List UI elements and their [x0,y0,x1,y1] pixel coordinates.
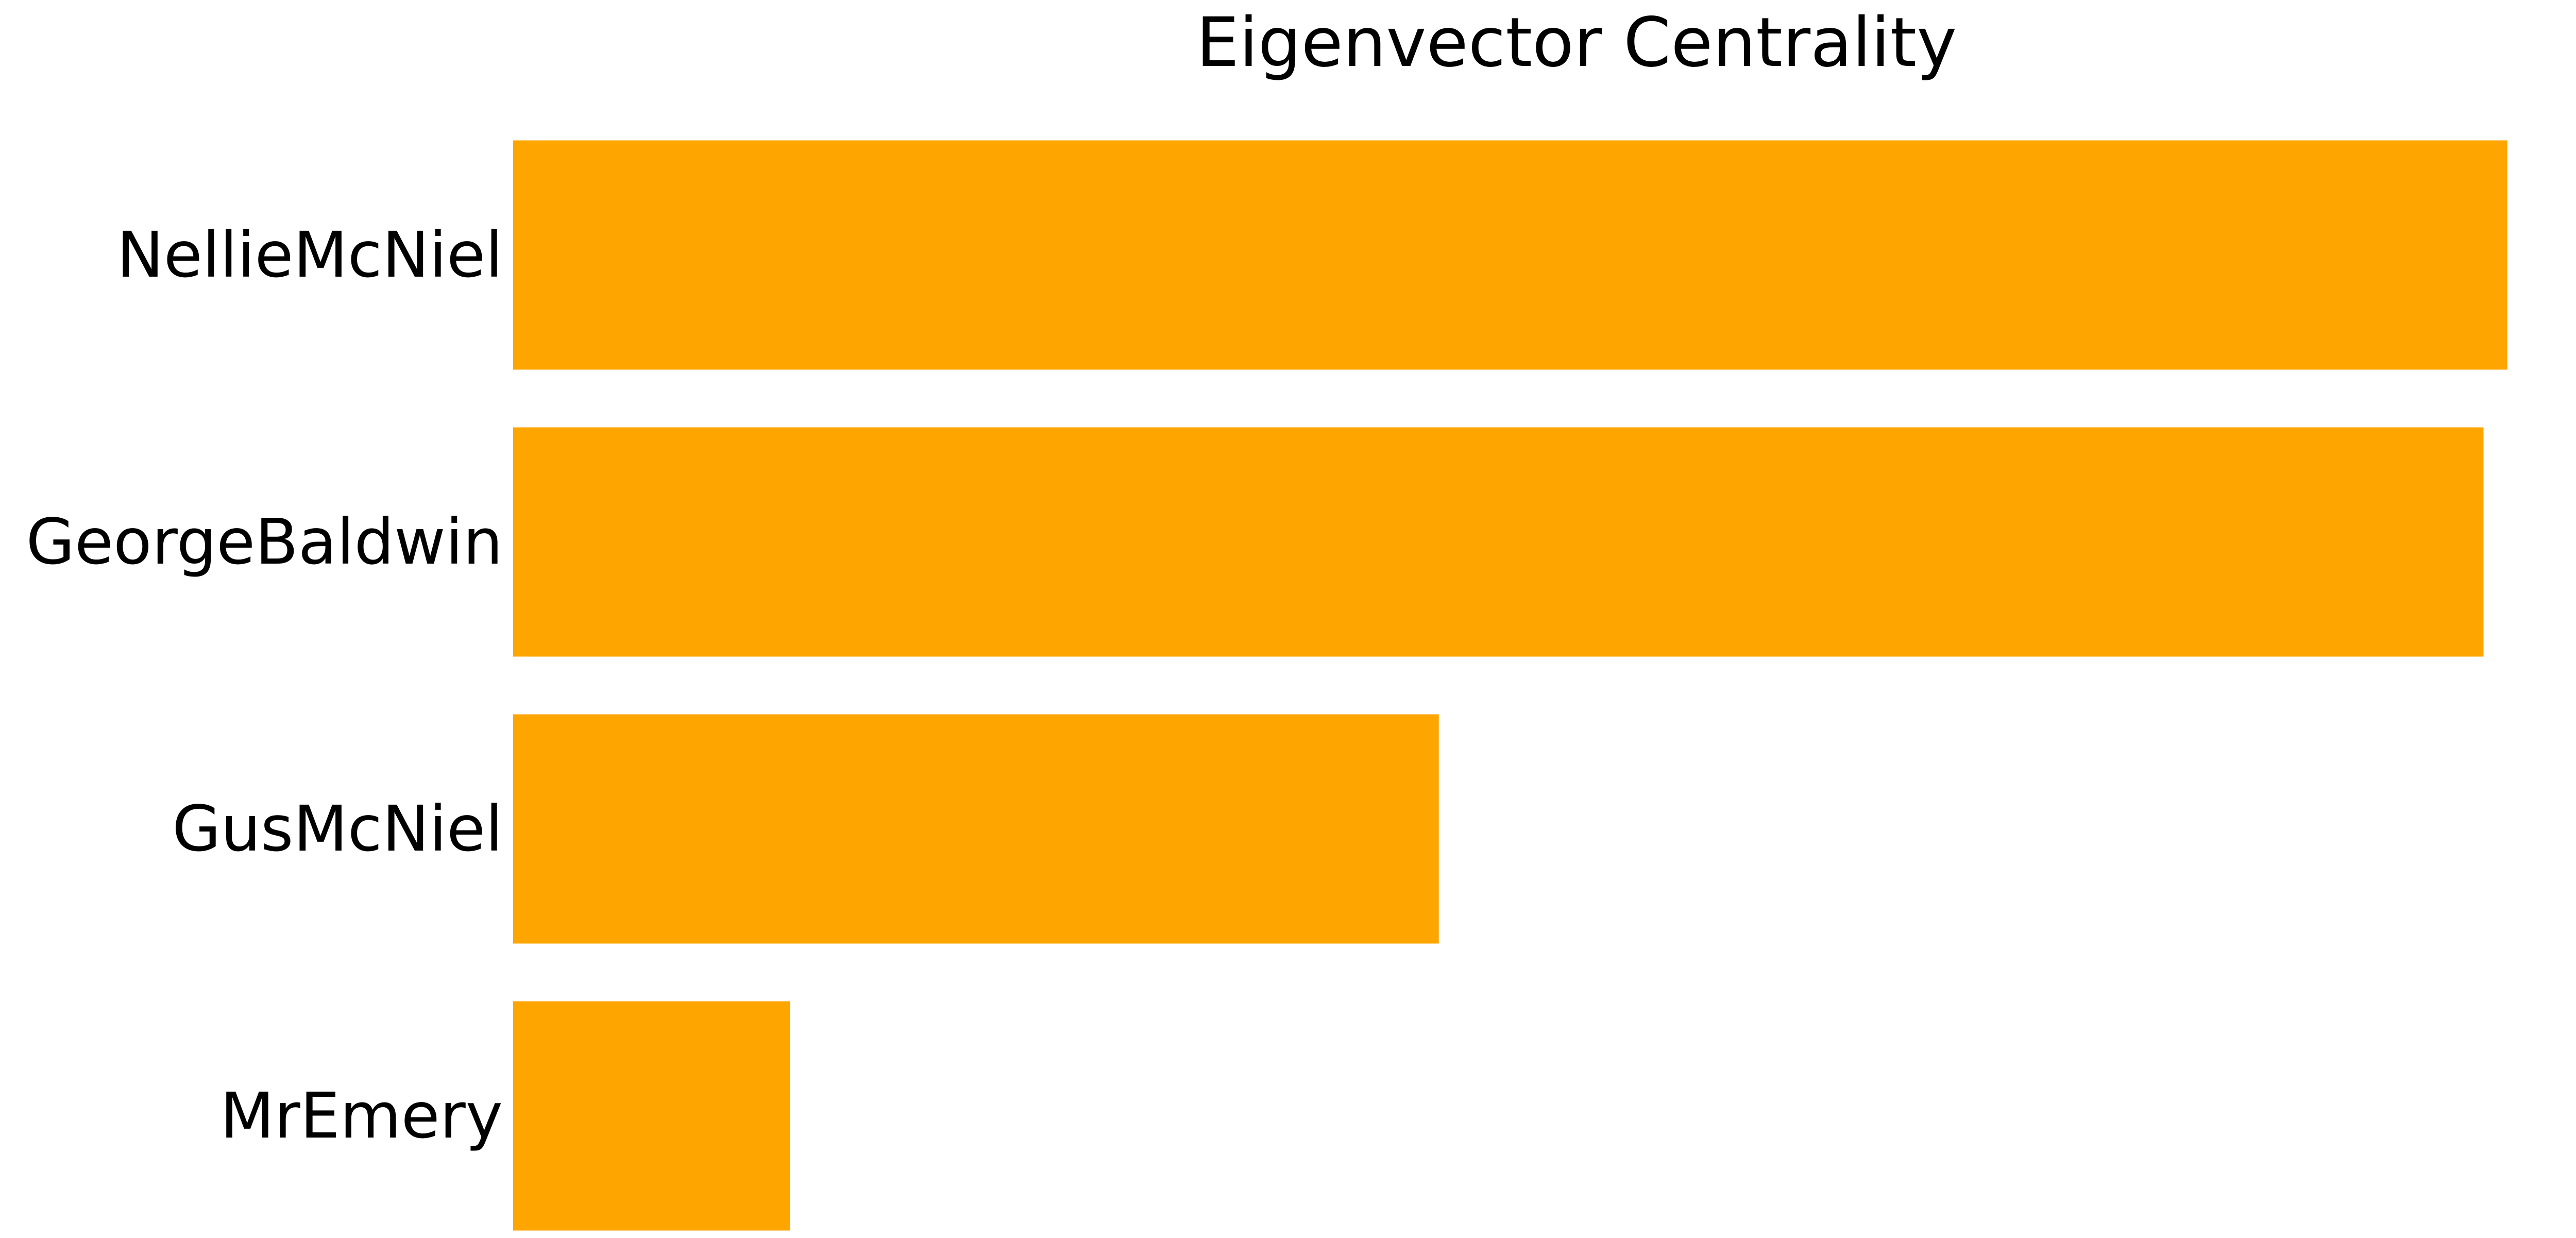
bars-group [513,140,2507,1231]
category-label-GusMcNiel: GusMcNiel [172,792,503,866]
bar-GeorgeBaldwin [513,427,2484,657]
category-labels-group: NellieMcNiel GeorgeBaldwin GusMcNiel MrEmer… [26,218,503,1152]
category-label-NellieMcNiel: NellieMcNiel [116,218,503,292]
category-label-GeorgeBaldwin: GeorgeBaldwin [26,505,503,579]
bar-MrEmery [513,1001,790,1231]
bar-GusMcNiel [513,714,1439,944]
bar-NellieMcNiel [513,140,2507,370]
chart-title: Eigenvector Centrality [1196,3,1957,82]
category-label-MrEmery: MrEmery [220,1079,503,1152]
